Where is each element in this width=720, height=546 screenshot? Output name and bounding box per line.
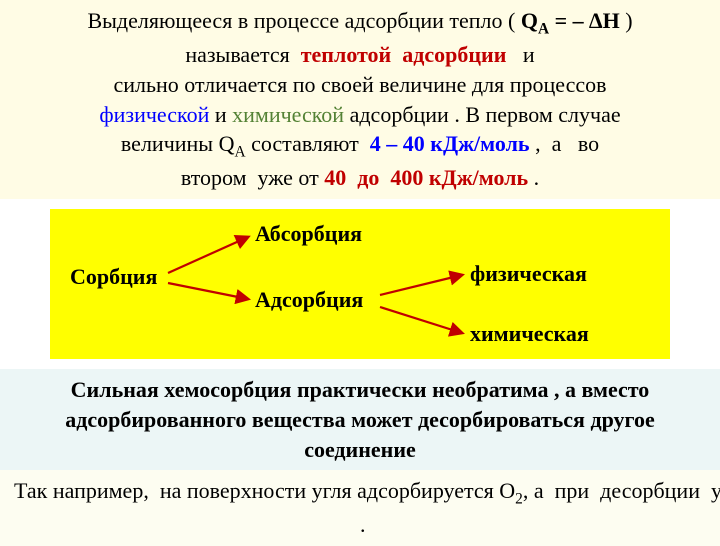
text: ): [620, 8, 633, 33]
subscript: 2: [515, 491, 523, 508]
text-bold: = – ∆H: [549, 8, 620, 33]
sorption-tree-diagram: Сорбция Абсорбция Адсорбция физическая химич…: [50, 209, 670, 359]
text: адсорбции . В первом случае: [344, 102, 621, 127]
text: .: [528, 165, 539, 190]
paragraph-chemisorption-irreversible: Сильная хемосорбция практически необрати…: [0, 369, 720, 470]
text: Выделяющееся в процессе адсорбции тепло …: [87, 8, 520, 33]
text: .: [355, 512, 366, 537]
text-red: 40 до 400 кДж/моль: [324, 165, 528, 190]
node-chemical: химическая: [470, 321, 589, 347]
text: величины Q: [121, 131, 235, 156]
subscript: A: [234, 144, 245, 161]
text: , а во: [530, 131, 600, 156]
text-green: химической: [232, 102, 344, 127]
text: , а при десорбции удалятся будет уже СO: [523, 478, 720, 503]
node-adsorption: Адсорбция: [255, 287, 363, 313]
text: втором уже от: [181, 165, 324, 190]
text: сильно отличается по своей величине для …: [113, 72, 606, 97]
text: Сильная хемосорбция практически необрати…: [65, 377, 654, 461]
text-red: теплотой адсорбции: [301, 42, 507, 67]
node-absorption: Абсорбция: [255, 221, 362, 247]
text-bold: Q: [521, 8, 538, 33]
subscript: A: [538, 20, 549, 37]
text: составляют: [246, 131, 370, 156]
text: Так например, на поверхности угля адсорб…: [14, 478, 515, 503]
paragraph-carbon-example: Так например, на поверхности угля адсорб…: [0, 470, 720, 546]
text: и: [209, 102, 232, 127]
text: называется: [185, 42, 300, 67]
node-sorption: Сорбция: [70, 264, 157, 290]
paragraph-heat-of-adsorption: Выделяющееся в процессе адсорбции тепло …: [0, 0, 720, 199]
text: и: [506, 42, 534, 67]
node-physical: физическая: [470, 261, 587, 287]
text-blue: физической: [99, 102, 209, 127]
text-blue: 4 – 40 кДж/моль: [370, 131, 530, 156]
